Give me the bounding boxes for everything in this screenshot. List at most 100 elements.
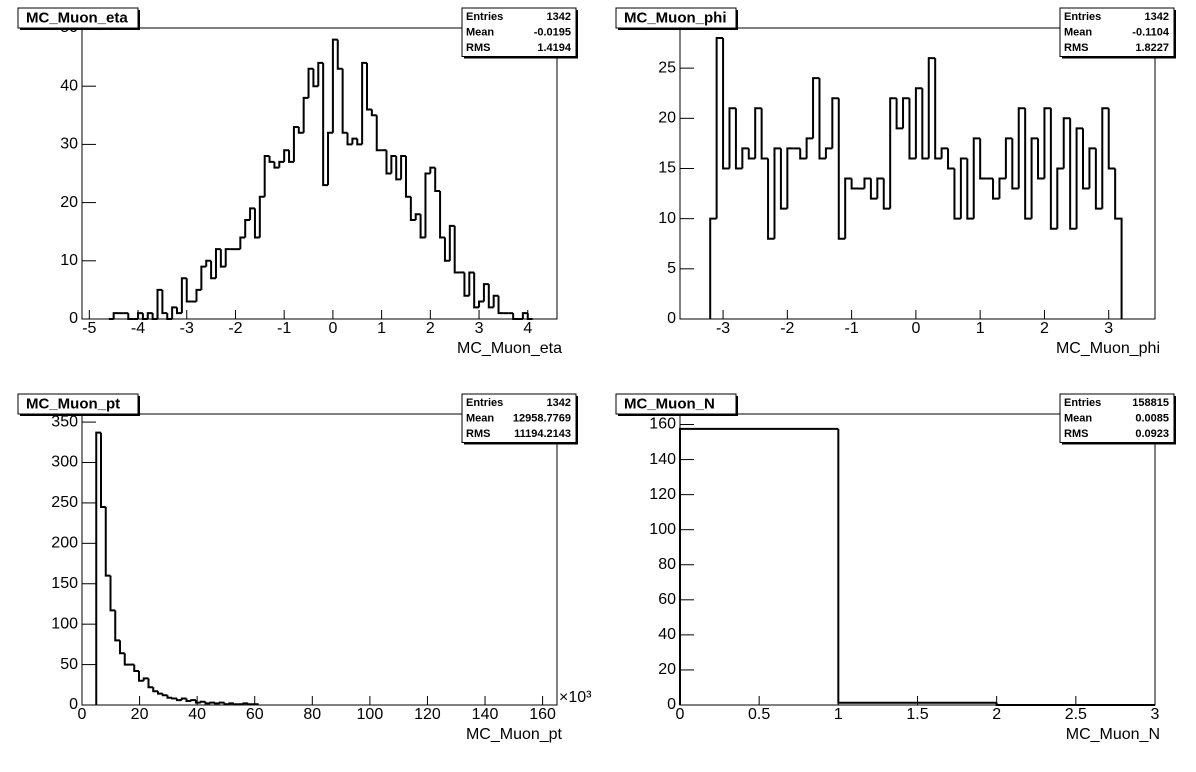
chart-title: MC_Muon_pt: [26, 395, 120, 412]
x-tick-label: 60: [246, 706, 264, 723]
histogram-bin: [253, 208, 260, 239]
histogram-bin: [992, 178, 1000, 200]
histogram-bin: [361, 61, 367, 145]
histogram-bin: [258, 195, 265, 238]
histogram-bin: [224, 248, 231, 267]
histogram-bin: [166, 695, 173, 699]
stats-value: 1342: [547, 11, 571, 23]
y-tick-label: 10: [60, 252, 78, 269]
histogram-bin: [876, 177, 884, 199]
histogram-bin: [210, 260, 216, 280]
histogram-bin: [404, 156, 411, 198]
histogram-bin: [895, 98, 904, 130]
histogram-bin: [180, 277, 187, 314]
stats-value: -0.1104: [1132, 26, 1170, 38]
stats-value: 12958.7769: [513, 412, 571, 424]
histogram-bin: [760, 108, 769, 160]
histogram-bin: [146, 312, 153, 319]
x-tick-label: -5: [82, 320, 96, 337]
pad: 0 20 40 60 80 100 120 140 160 0 50 100 150 200 250 300 3…: [17, 393, 592, 743]
histogram-bin: [317, 61, 324, 87]
histogram-bin: [998, 177, 1006, 199]
x-tick-label: 0: [676, 706, 685, 723]
y-tick-label: 20: [60, 194, 78, 211]
x-tick-label: 2.5: [1065, 706, 1087, 723]
stats-value: 11194.2143: [514, 428, 571, 440]
histogram-bin: [779, 148, 788, 210]
chart-title: MC_Muon_phi: [624, 9, 727, 26]
histogram-bin: [1075, 127, 1084, 229]
stats-label: Entries: [466, 397, 503, 409]
histogram-bin: [100, 432, 106, 508]
histogram-bin: [156, 288, 163, 319]
stats-label: RMS: [1064, 42, 1088, 54]
histogram-bin: [204, 701, 211, 705]
histogram-bin: [414, 213, 421, 221]
y-tick-label: 20: [658, 661, 676, 678]
histogram-bin: [453, 225, 460, 274]
histogram-bin: [366, 62, 372, 111]
stats-value: 0.0923: [1135, 428, 1169, 440]
histogram-bin: [171, 306, 177, 319]
histogram-bin: [336, 39, 343, 70]
title-box: [17, 7, 139, 29]
histogram-bin: [190, 699, 196, 702]
histogram-bin: [487, 284, 494, 309]
histogram-bin: [385, 150, 392, 175]
x-tick-label: 160: [529, 706, 556, 723]
y-tick-label: 0: [667, 696, 676, 713]
histogram-bin: [1024, 108, 1032, 220]
y-tick-label: 200: [51, 535, 78, 552]
histogram-bin: [947, 148, 955, 170]
y-tick-label: 40: [60, 77, 78, 94]
histogram-bin: [424, 172, 431, 238]
histogram-bin: [249, 207, 255, 221]
y-tick-label: 30: [60, 136, 78, 153]
histogram-bin: [239, 236, 246, 250]
histogram-bin: [346, 132, 353, 146]
stats-value: 158815: [1132, 397, 1169, 409]
histogram-bin: [356, 138, 363, 146]
histogram-bin: [176, 698, 182, 702]
histogram-bin: [341, 68, 348, 134]
histogram-bin: [1062, 117, 1071, 169]
histogram-bin: [307, 67, 314, 98]
histogram-bin: [1056, 167, 1064, 229]
x-multiplier: ×10³: [559, 689, 592, 706]
histogram-bin: [1107, 108, 1116, 170]
stats-label: RMS: [1064, 428, 1088, 440]
title-box: [615, 7, 737, 29]
y-tick-label: 15: [658, 160, 676, 177]
title-box: [17, 393, 139, 415]
y-tick-label: 20: [658, 110, 676, 127]
histogram-bin: [199, 700, 206, 703]
histogram-bin: [123, 653, 130, 666]
chart-title: MC_Muon_N: [624, 395, 715, 412]
histogram-bin: [214, 248, 221, 279]
histogram-bin: [709, 217, 717, 319]
histogram-bin: [468, 271, 475, 296]
histogram-bin: [914, 87, 923, 159]
y-tick-label: 300: [51, 454, 78, 471]
y-tick-label: 150: [51, 575, 78, 592]
histogram-bin: [400, 155, 406, 180]
histogram-bin: [205, 259, 212, 267]
histogram-bin: [1094, 148, 1103, 210]
x-axis-label: MC_Muon_pt: [466, 726, 563, 743]
histogram-bin: [512, 313, 519, 320]
histogram-bin: [434, 167, 441, 192]
stats-label: Mean: [466, 412, 494, 424]
x-tick-label: 1.5: [906, 706, 928, 723]
histogram-bin: [805, 137, 814, 159]
chart-title: MC_Muon_eta: [26, 9, 128, 26]
frame: [81, 27, 558, 320]
histogram-bin: [799, 148, 807, 160]
histogram-bin: [786, 147, 794, 209]
histogram-bin: [138, 671, 144, 682]
histogram-bin: [1011, 138, 1019, 190]
x-tick-label: 2: [992, 706, 1001, 723]
histogram-bin: [292, 125, 299, 162]
histogram-bin: [889, 97, 897, 209]
histogram-bin: [214, 702, 220, 705]
